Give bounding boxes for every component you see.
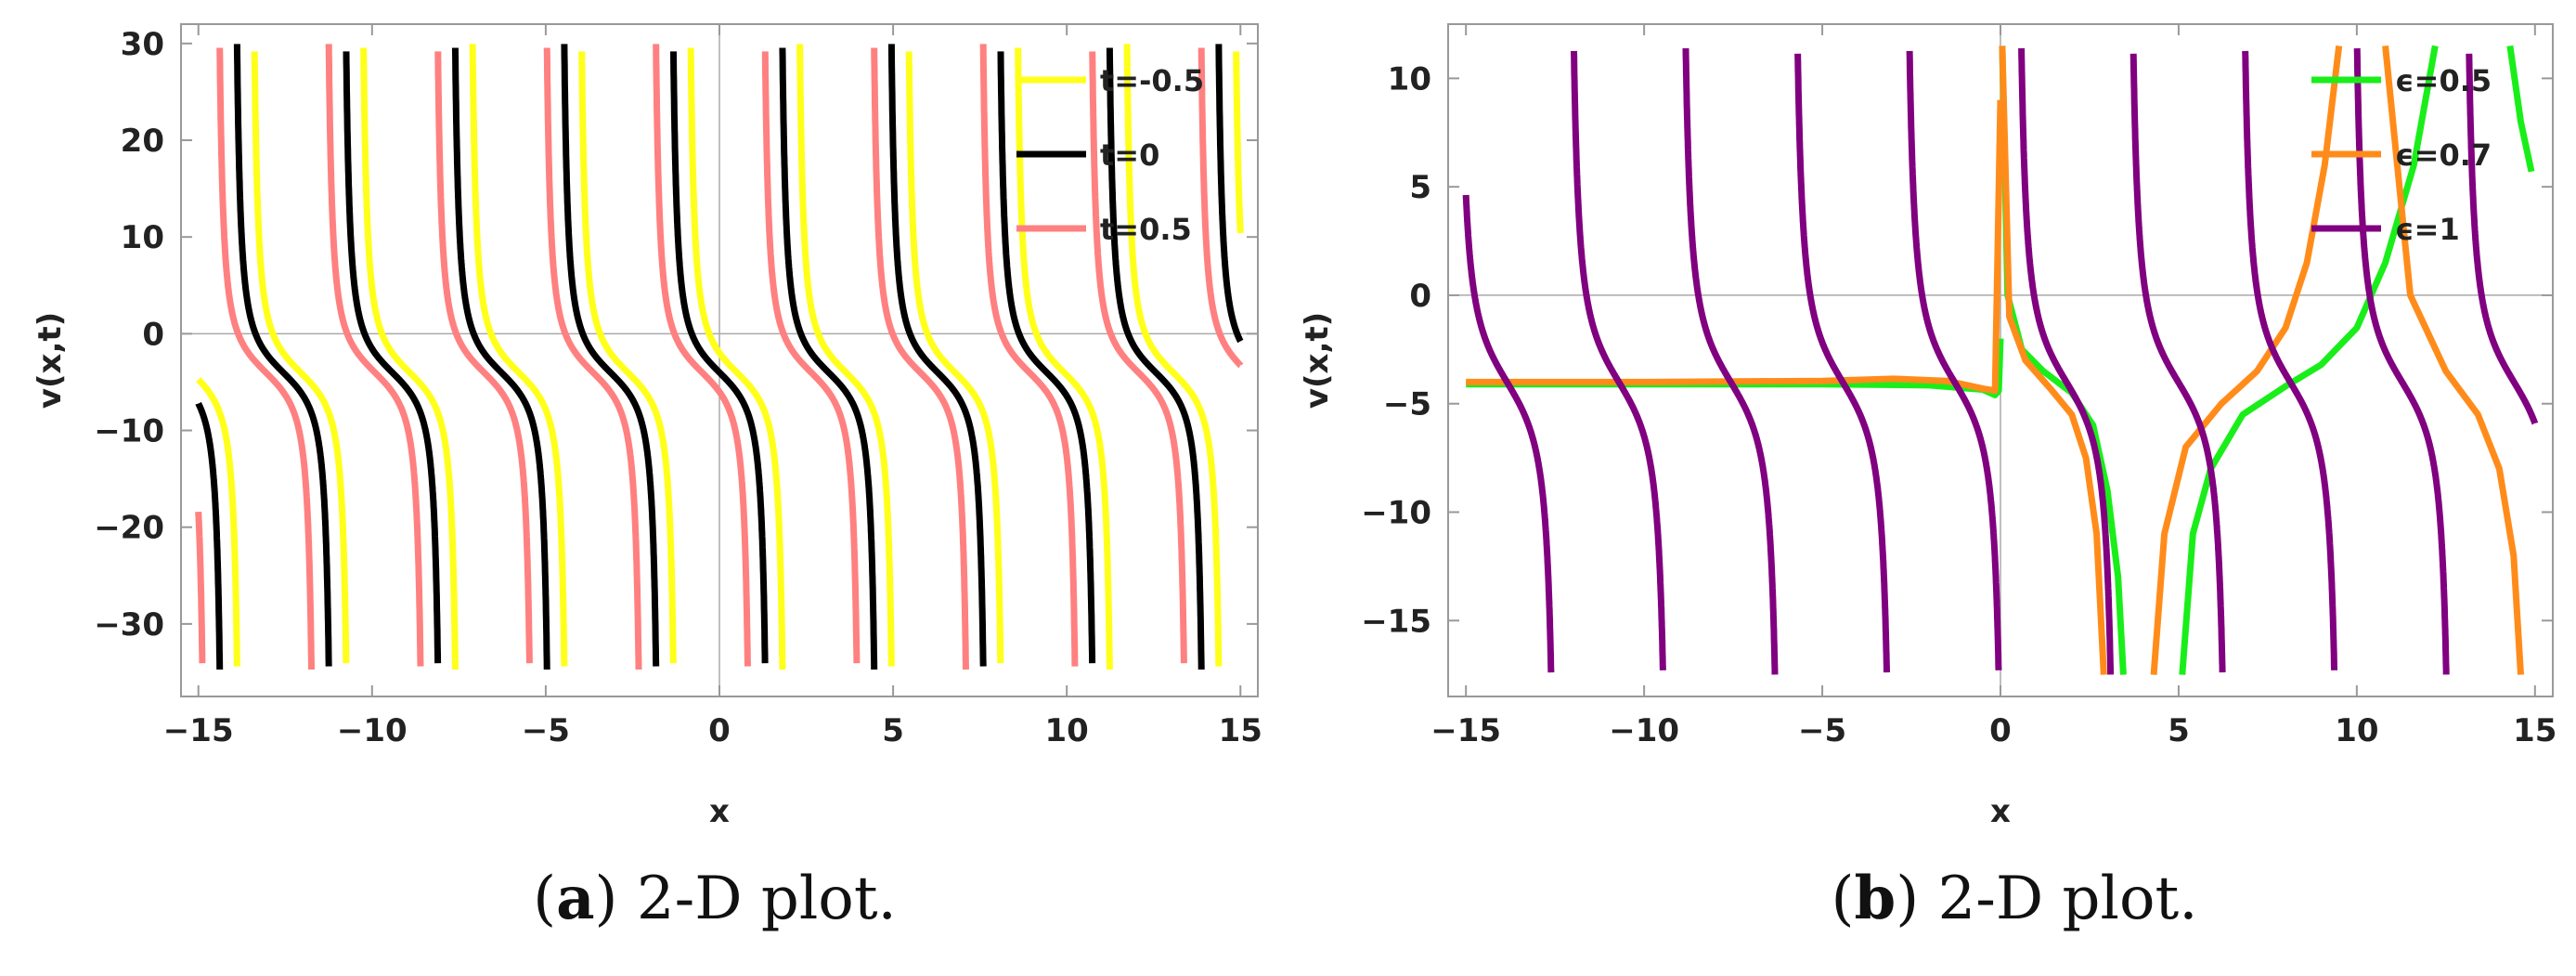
series-1 xyxy=(195,44,1244,670)
series-line xyxy=(451,47,550,670)
legend-label: ϵ=0.7 xyxy=(2395,137,2492,173)
series-line xyxy=(979,44,1079,667)
series-1 xyxy=(1466,45,2524,675)
x-tick-label: −10 xyxy=(337,712,408,749)
x-tick-label: 0 xyxy=(1989,712,2012,749)
legend-label: ϵ=1 xyxy=(2395,212,2460,247)
legend-label: t=0 xyxy=(1100,137,1159,173)
x-tick-label: 0 xyxy=(708,712,731,749)
x-tick-label: −5 xyxy=(522,712,570,749)
x-tick-label: 10 xyxy=(2335,712,2378,749)
chart-panel-a: −15 −10 −5 0 5 10 15 −30 −20 −10 0 10 20 30 x v(x,t) t=-… xyxy=(32,23,1262,830)
series-line xyxy=(195,376,240,667)
series-2 xyxy=(195,44,1244,670)
y-tick-label: −20 xyxy=(94,510,164,547)
series-line xyxy=(1682,47,1779,675)
x-tick-label: −15 xyxy=(163,712,234,749)
series-line xyxy=(1106,47,1205,670)
series-line xyxy=(1906,50,2002,670)
series-line xyxy=(543,47,642,670)
legend-label: t=-0.5 xyxy=(1100,63,1204,98)
series-line xyxy=(871,47,969,670)
series-line xyxy=(1089,51,1187,664)
series-line xyxy=(997,51,1096,664)
chart-panel-b: −15 −10 −5 0 5 10 15 −15 −10 −5 0 5 10 x v(x,t) ϵ=0.5 ϵ=… xyxy=(1299,23,2557,830)
series-line xyxy=(2506,45,2535,173)
series-line xyxy=(1794,53,1890,673)
y-tick-label: −15 xyxy=(1361,603,1431,640)
y-tick-label: 30 xyxy=(121,26,164,63)
series-line xyxy=(653,44,751,667)
x-tick-label: 15 xyxy=(1219,712,1262,749)
series-line xyxy=(1233,51,1244,234)
y-tick-label: −10 xyxy=(1361,494,1431,531)
y-tick-label: 5 xyxy=(1409,169,1431,206)
x-tick-label: 5 xyxy=(882,712,904,749)
series-line xyxy=(1123,44,1223,667)
x-axis-title: x xyxy=(709,793,730,830)
series-line xyxy=(1466,99,2004,395)
series-line xyxy=(216,47,315,670)
x-tick-label: 5 xyxy=(2168,712,2190,749)
series-line xyxy=(905,51,1004,664)
x-tick-label: −5 xyxy=(1798,712,1846,749)
legend-label: ϵ=0.5 xyxy=(2395,63,2492,98)
series-line xyxy=(1215,44,1244,345)
series-line xyxy=(1015,47,1113,670)
x-tick-label: 15 xyxy=(2513,712,2557,749)
series-group xyxy=(1462,45,2539,675)
x-axis-title: x xyxy=(1990,793,2011,830)
legend-label: t=0.5 xyxy=(1100,212,1192,247)
series-2 xyxy=(1462,47,2539,675)
series-line xyxy=(2382,46,2524,675)
series-line xyxy=(343,51,442,664)
series-line xyxy=(2466,53,2539,426)
y-tick-label: 20 xyxy=(121,123,164,160)
y-tick-label: 0 xyxy=(142,316,164,353)
series-line xyxy=(779,47,878,670)
caption-a: (a) 2-D plot. xyxy=(533,864,897,933)
series-line xyxy=(1999,46,2107,675)
series-group xyxy=(195,44,1244,670)
series-line xyxy=(687,47,786,670)
series-line xyxy=(434,51,533,664)
series-line xyxy=(670,51,769,664)
series-line xyxy=(796,44,895,667)
y-axis-title: v(x,t) xyxy=(1299,312,1336,409)
series-line xyxy=(360,47,459,670)
series-line xyxy=(2150,45,2343,675)
x-tick-label: −10 xyxy=(1609,712,1679,749)
series-line xyxy=(195,400,224,670)
series-line xyxy=(887,44,987,667)
y-tick-label: −30 xyxy=(94,606,164,644)
y-tick-label: 10 xyxy=(1388,60,1431,98)
series-line xyxy=(195,511,206,664)
series-line xyxy=(1197,47,1244,369)
series-line xyxy=(2018,47,2115,675)
series-line xyxy=(469,44,568,667)
series-line xyxy=(1462,194,1555,673)
series-line xyxy=(2129,53,2226,673)
y-axis-title: v(x,t) xyxy=(32,312,69,409)
series-line xyxy=(233,44,332,667)
series-line xyxy=(2242,50,2338,670)
y-tick-label: −5 xyxy=(1383,386,1431,423)
x-tick-label: 10 xyxy=(1045,712,1089,749)
x-tick-label: −15 xyxy=(1430,712,1501,749)
series-line xyxy=(1571,50,1666,670)
y-tick-label: 0 xyxy=(1409,278,1431,315)
series-0 xyxy=(195,44,1244,670)
series-line xyxy=(561,44,660,667)
series-line xyxy=(251,51,350,664)
y-tick-label: 10 xyxy=(121,219,164,256)
caption-b: (b) 2-D plot. xyxy=(1831,864,2198,933)
y-tick-label: −10 xyxy=(94,413,164,450)
series-line xyxy=(325,44,424,667)
series-line xyxy=(578,51,677,664)
series-line xyxy=(761,51,861,664)
series-line xyxy=(2353,47,2450,675)
